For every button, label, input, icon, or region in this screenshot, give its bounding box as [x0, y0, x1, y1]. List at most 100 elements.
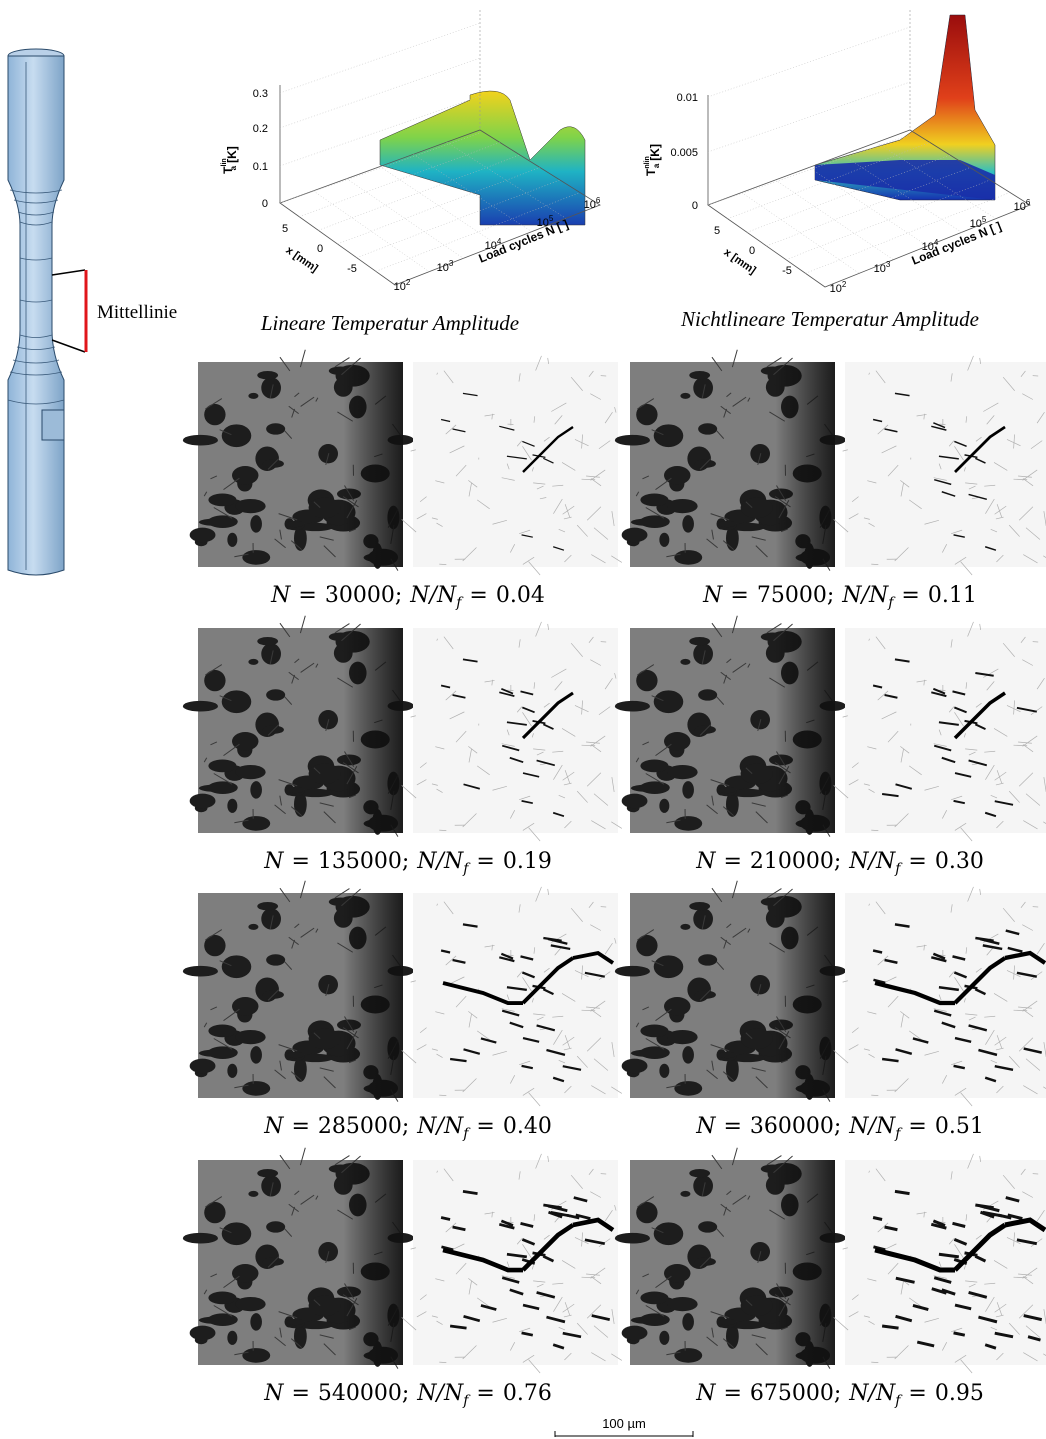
grain-dark: [257, 902, 278, 910]
grain-dark: [622, 528, 648, 543]
grain-dark: [640, 1291, 668, 1304]
micrograph-optical: [615, 1148, 846, 1369]
z-label-sub: a: [229, 165, 238, 170]
grain-dark: [208, 1024, 236, 1037]
z-label-unit: [K]: [225, 146, 239, 163]
caption-separator: ;: [402, 1114, 409, 1139]
grain-dark: [667, 1297, 697, 1311]
grain-dark: [654, 1222, 684, 1245]
grain-dark: [208, 1046, 238, 1059]
micrograph-optical: [183, 881, 414, 1102]
caption-ratio-value: 0.04: [496, 583, 545, 608]
caption-n-value: 540000: [318, 1381, 402, 1406]
caption-n-value: 30000: [325, 583, 395, 608]
grain-dark: [719, 787, 736, 793]
grain-dark: [309, 764, 341, 785]
grain-dark: [222, 955, 252, 978]
micrograph-caption: N=675000;N/Nf=0.95: [695, 1381, 984, 1409]
grain-dark: [242, 550, 270, 565]
n-tick-exp: 2: [842, 280, 847, 289]
caption-equals: =: [723, 849, 741, 874]
micrograph-caption: N=75000;N/Nf=0.11: [702, 583, 977, 611]
plot-title: Nichtlineare Temperatur Amplitude: [680, 307, 979, 331]
grain-dark: [664, 1264, 690, 1283]
grain-dark: [664, 732, 690, 751]
grain-dark: [266, 689, 285, 700]
grain-dark: [208, 781, 238, 794]
n-tick-label: 102: [830, 280, 847, 295]
caption-equals: =: [908, 849, 926, 874]
caption-n-symbol: N: [270, 583, 291, 608]
x-tick-label: 5: [282, 223, 288, 235]
micrograph-edge: [775, 1160, 835, 1365]
grain-dark: [680, 393, 690, 399]
grain-dark: [242, 1081, 270, 1096]
grain-dark: [750, 1242, 770, 1261]
z-tick-label: 0.2: [253, 123, 268, 135]
caption-ratio-symbol: N/N: [848, 1381, 896, 1406]
z-tick-label: 0.01: [677, 92, 698, 104]
x-tick-label: -5: [782, 265, 792, 277]
scale-bar-label: 100 µm: [602, 1416, 646, 1431]
grain-dark: [640, 1024, 668, 1037]
grain-dark: [222, 424, 252, 447]
grain-dark: [741, 1296, 773, 1317]
caption-ratio-sub: f: [894, 1393, 903, 1409]
grain-dark: [248, 1191, 258, 1197]
caption-ratio-symbol: N/N: [416, 1381, 464, 1406]
caption-n-value: 285000: [318, 1114, 402, 1139]
surface-linear: [380, 91, 585, 225]
caption-ratio-symbol: N/N: [841, 583, 889, 608]
grain-dark: [667, 499, 697, 513]
grain-dark: [235, 499, 265, 513]
grain-dark: [640, 759, 668, 772]
caption-separator: ;: [827, 583, 834, 608]
z-tick-label: 0: [262, 198, 268, 210]
n-tick-exp: 2: [406, 278, 411, 287]
grain-dark: [232, 1264, 258, 1283]
grain-dark: [698, 954, 717, 965]
grain-dark: [698, 689, 717, 700]
n-tick-exp: 5: [982, 215, 987, 224]
grain-dark: [659, 1331, 669, 1345]
caption-equals: =: [291, 1381, 309, 1406]
micrograph-caption: N=540000;N/Nf=0.76: [263, 1381, 552, 1409]
caption-equals: =: [908, 1114, 926, 1139]
grain-dark: [654, 690, 684, 713]
n-tick-exp: 3: [449, 259, 454, 268]
grain-dark: [689, 902, 710, 910]
caption-separator: ;: [395, 583, 402, 608]
grain-dark: [287, 787, 304, 793]
micrograph-processed: [402, 1154, 622, 1373]
micrograph-bg: [845, 1160, 1046, 1365]
micrograph-caption: N=285000;N/Nf=0.40: [263, 1114, 552, 1142]
grain-dark: [250, 1046, 262, 1064]
grain-dark: [250, 1313, 262, 1331]
caption-ratio-sub: f: [894, 861, 903, 877]
caption-n-symbol: N: [695, 1381, 716, 1406]
caption-ratio-value: 0.11: [928, 583, 977, 608]
caption-ratio-sub: f: [462, 1126, 471, 1142]
midline-marker: [52, 270, 86, 352]
surface-nonlinear: [815, 15, 995, 200]
grain-dark: [654, 955, 684, 978]
grain-dark: [242, 1348, 270, 1363]
specimen: [8, 49, 64, 575]
n-tick-exp: 6: [1026, 198, 1031, 207]
z-tick-label: 0: [692, 200, 698, 212]
x-tick-label: 0: [749, 245, 755, 257]
grain-dark: [190, 1326, 216, 1341]
n-tick-label: 103: [437, 259, 454, 274]
z-tick-label: 0.1: [253, 161, 268, 173]
micrograph-optical: [615, 881, 846, 1102]
x-tick-label: -5: [347, 263, 357, 275]
caption-ratio-symbol: N/N: [416, 1114, 464, 1139]
caption-equals: =: [469, 583, 487, 608]
grain-dark: [190, 794, 216, 809]
caption-separator: ;: [402, 1381, 409, 1406]
caption-equals: =: [476, 849, 494, 874]
grain-dark: [222, 1222, 252, 1245]
grain-dark: [183, 435, 218, 446]
grain-dark: [741, 498, 773, 519]
grain-dark: [689, 371, 710, 379]
